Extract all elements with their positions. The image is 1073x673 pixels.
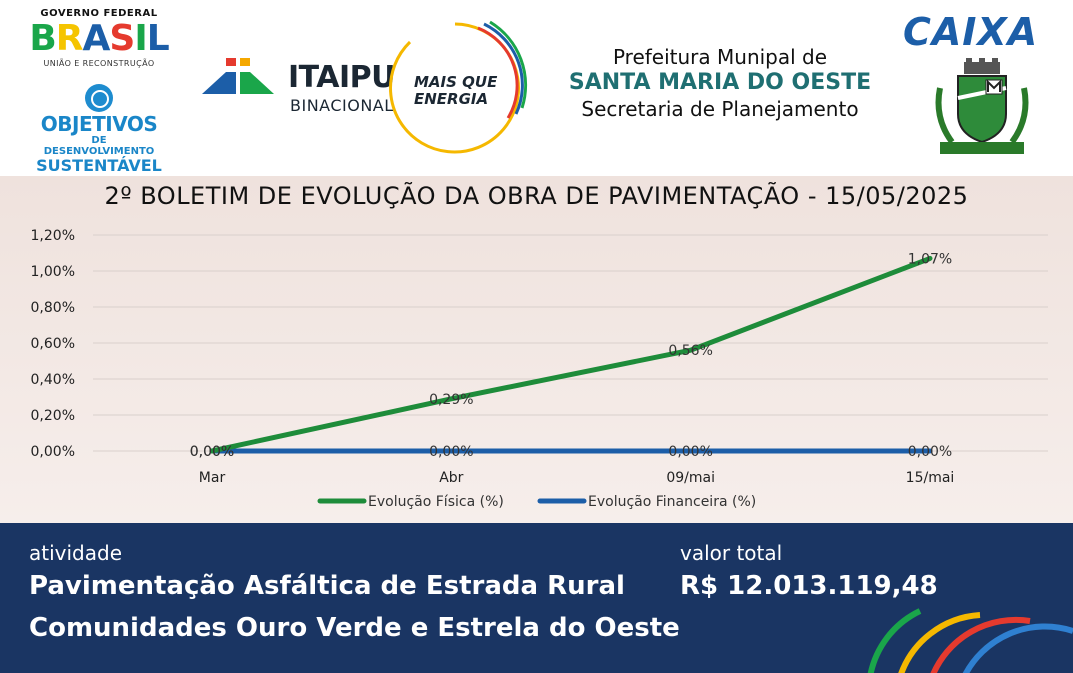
itaipu-mark-icon bbox=[202, 58, 274, 94]
y-tick-label: 0,80% bbox=[31, 300, 75, 316]
legend-label: Evolução Financeira (%) bbox=[588, 494, 756, 510]
gov-sub-text: UNIÃO E RECONSTRUÇÃO bbox=[43, 59, 155, 68]
valor-total-amount: R$ 12.013.119,48 bbox=[680, 571, 938, 601]
y-tick-label: 1,00% bbox=[31, 264, 75, 280]
x-tick-label: Mar bbox=[199, 470, 226, 486]
mqe-line2: ENERGIA bbox=[414, 90, 489, 108]
chart-title: 2º BOLETIM DE EVOLUÇÃO DA OBRA DE PAVIME… bbox=[104, 182, 969, 210]
brasil-letter: S bbox=[109, 18, 135, 59]
data-label-financeira: 0,00% bbox=[190, 444, 234, 460]
atividade-line1: Pavimentação Asfáltica de Estrada Rural bbox=[29, 571, 625, 601]
prefeitura-line1: Prefeitura Munipal de bbox=[612, 45, 828, 69]
un-globe-icon bbox=[85, 84, 113, 112]
series-line-fisica bbox=[209, 255, 933, 454]
brasil-letter: B bbox=[29, 18, 56, 59]
caixa-logo: CAIXA bbox=[903, 10, 1039, 54]
data-label-financeira: 0,00% bbox=[668, 444, 712, 460]
atividade-line2: Comunidades Ouro Verde e Estrela do Oest… bbox=[29, 613, 680, 643]
brasil-letter: A bbox=[82, 18, 111, 59]
y-tick-label: 0,00% bbox=[31, 444, 75, 460]
data-label-fisica: 0,29% bbox=[429, 392, 473, 408]
chart-area: 0,00% 0,20% 0,40% 0,60% 0,80% 1,00% 1,20% Mar A… bbox=[0, 176, 1073, 523]
data-label-fisica: 0,00% bbox=[190, 444, 234, 460]
prefeitura-city: SANTA MARIA DO OESTE bbox=[568, 70, 872, 95]
itaipu-name: ITAIPU bbox=[288, 60, 396, 95]
ods-line2: DE DESENVOLVIMENTO bbox=[43, 135, 155, 157]
data-label-fisica: 1,07% bbox=[908, 251, 952, 267]
data-label-financeira: 0,00% bbox=[908, 444, 952, 460]
ods-line3: SUSTENTÁVEL bbox=[36, 156, 162, 175]
energy-arcs-icon bbox=[389, 20, 528, 154]
line-chart: 0,00% 0,20% 0,40% 0,60% 0,80% 1,00% 1,20% Mar A… bbox=[31, 228, 1048, 510]
y-tick-label: 1,20% bbox=[31, 228, 75, 244]
brasil-letter: R bbox=[55, 18, 84, 59]
y-tick-label: 0,40% bbox=[31, 372, 75, 388]
decorative-arcs-icon bbox=[867, 608, 1073, 673]
valor-total-label: valor total bbox=[680, 541, 783, 565]
x-tick-label: 15/mai bbox=[906, 470, 955, 486]
brasil-letter: L bbox=[146, 18, 170, 59]
gov-top-text: GOVERNO FEDERAL bbox=[40, 8, 158, 19]
itaipu-logo: ITAIPU BINACIONAL bbox=[200, 50, 396, 120]
mqe-line1: MAIS QUE bbox=[414, 73, 498, 91]
ods-logo: OBJETIVOS DE DESENVOLVIMENTO SUSTENTÁVEL bbox=[36, 84, 162, 174]
brasil-letter: I bbox=[134, 18, 147, 59]
legend-label: Evolução Física (%) bbox=[368, 494, 504, 510]
footer: atividade Pavimentação Asfáltica de Estr… bbox=[0, 523, 1073, 673]
data-label-fisica: 0,56% bbox=[668, 343, 712, 359]
prefeitura-secretaria: Secretaria de Planejamento bbox=[581, 97, 859, 121]
itaipu-binacional: BINACIONAL bbox=[290, 96, 394, 115]
data-label-financeira: 0,00% bbox=[429, 444, 473, 460]
atividade-label: atividade bbox=[29, 541, 122, 565]
x-tick-label: 09/mai bbox=[666, 470, 715, 486]
x-tick-label: Abr bbox=[439, 470, 463, 486]
ods-line1: OBJETIVOS bbox=[40, 112, 158, 136]
prefeitura-block: Prefeitura Munipal de SANTA MARIA DO OES… bbox=[560, 44, 880, 122]
y-tick-label: 0,60% bbox=[31, 336, 75, 352]
mais-que-energia-logo: MAIS QUE ENERGIA bbox=[382, 18, 528, 158]
y-tick-label: 0,20% bbox=[31, 408, 75, 424]
mais-que-energia-text: MAIS QUE ENERGIA bbox=[414, 74, 497, 108]
municipal-crest-icon bbox=[935, 58, 1029, 154]
